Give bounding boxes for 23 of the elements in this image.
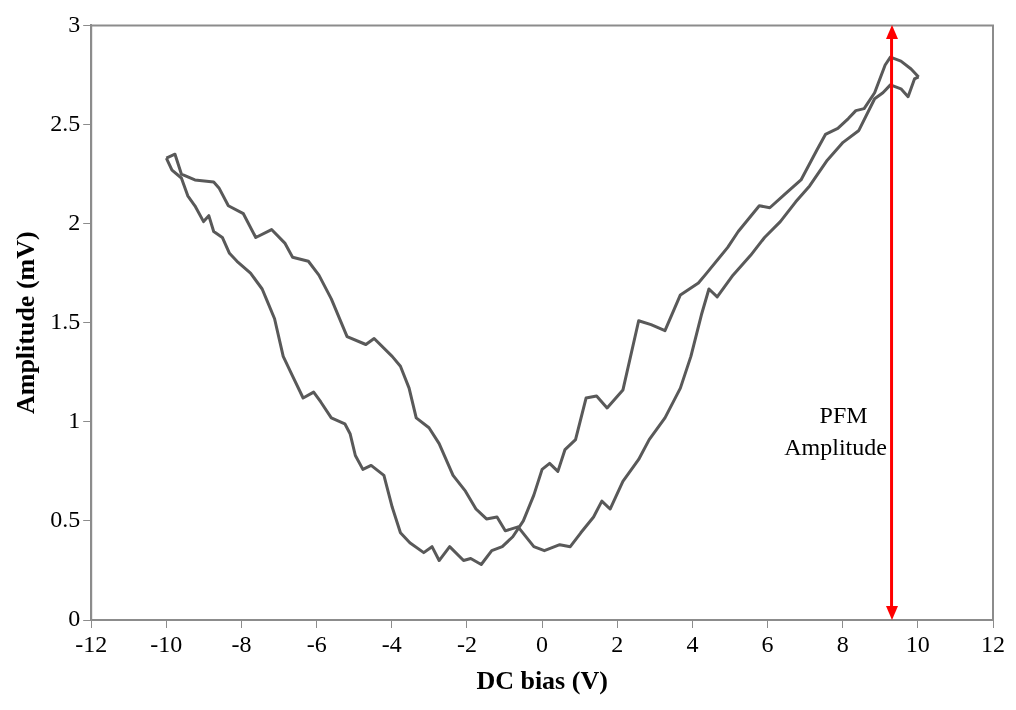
x-tick-label: 2 [611, 630, 624, 657]
x-tick-label: -6 [306, 630, 327, 657]
x-tick-label: -12 [75, 630, 108, 657]
x-tick-label: 6 [761, 630, 774, 657]
x-tick-label: 4 [686, 630, 699, 657]
y-tick-label: 2.5 [50, 109, 81, 136]
y-tick-label: 1.5 [50, 308, 81, 334]
y-tick-label: 2 [68, 208, 81, 235]
x-tick-label: -10 [150, 630, 183, 657]
y-tick-label: 0.5 [50, 506, 81, 533]
y-tick-label: 3 [68, 10, 81, 37]
x-tick-label: 10 [905, 630, 930, 657]
x-tick-label: -8 [231, 630, 252, 657]
y-axis-title: Amplitude (mV) [11, 231, 41, 415]
y-tick-label: 1 [68, 407, 81, 434]
ref-line-label: PFM Amplitude [784, 402, 887, 460]
x-tick-label: -2 [456, 630, 477, 657]
y-tick-label: 0 [68, 605, 81, 632]
x-axis-title: DC bias (V) [476, 666, 608, 696]
x-tick-label: -4 [381, 630, 402, 657]
x-tick-label: 12 [981, 630, 1005, 657]
x-tick-label: 8 [836, 630, 849, 657]
x-tick-label: 0 [536, 630, 549, 657]
